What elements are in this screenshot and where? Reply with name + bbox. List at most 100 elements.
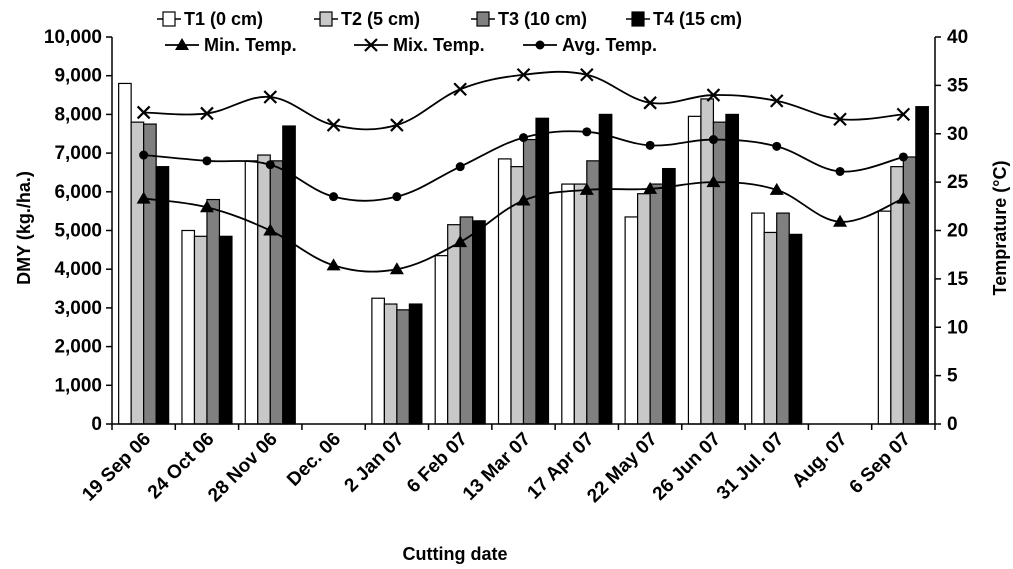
y2-tick-label-4: 20 <box>947 221 968 242</box>
point-1-9 <box>706 175 721 188</box>
point-2-7 <box>580 67 594 82</box>
y2-tick-label-0: 0 <box>947 414 958 435</box>
legend-swatch-4 <box>631 11 645 27</box>
y-tick-label-6: 6,000 <box>54 182 102 203</box>
y2-axis-label: Temprature (°C) <box>990 161 1010 296</box>
y-tick-label-7: 7,000 <box>54 143 102 164</box>
point-1-10 <box>769 182 784 195</box>
bar-1-7 <box>561 183 575 425</box>
x-tick-label-10: 31 Jul. 07 <box>713 429 788 504</box>
point-3-10 <box>772 141 782 151</box>
x-tick-label-3: Dec. 06 <box>283 429 345 491</box>
legend-label-1: T1 (0 cm) <box>184 9 263 29</box>
point-1-5 <box>453 235 468 248</box>
y2-tick-label-7: 35 <box>947 75 969 96</box>
bar-4-1 <box>218 235 233 425</box>
point-2-5 <box>453 82 467 97</box>
legend-swatch-1 <box>162 11 176 27</box>
x-tick-label-2: 28 Nov 06 <box>204 429 282 507</box>
point-3-2 <box>265 160 275 170</box>
line-2 <box>143 70 904 131</box>
bar-1-12 <box>877 210 892 425</box>
legend-line-label-3: Avg. Temp. <box>562 35 657 55</box>
bar-4-4 <box>408 303 423 425</box>
point-3-11 <box>835 166 845 176</box>
point-2-4 <box>390 118 404 132</box>
bar-3-1 <box>206 198 221 425</box>
point-3-1 <box>202 156 212 166</box>
y-tick-label-0: 0 <box>91 414 102 435</box>
legend-marker-2 <box>364 38 378 52</box>
legend-label-3: T3 (10 cm) <box>498 9 587 29</box>
point-3-12 <box>898 152 908 162</box>
y-tick-label-4: 4,000 <box>54 259 102 280</box>
y-tick-label-3: 3,000 <box>54 298 102 319</box>
point-3-6 <box>519 133 528 143</box>
point-1-12 <box>896 191 911 204</box>
point-1-7 <box>579 182 594 195</box>
legend-swatch-3 <box>476 11 490 27</box>
legend-label-4: T4 (15 cm) <box>653 9 742 29</box>
bar-4-8 <box>662 167 676 425</box>
point-3-7 <box>582 127 592 137</box>
temperature-lines <box>136 67 911 275</box>
bar-3-7 <box>586 160 600 425</box>
legend-marker-3 <box>535 40 545 50</box>
bar-1-9 <box>687 115 702 425</box>
x-axis-label: Cutting date <box>403 544 508 564</box>
bars <box>118 82 929 425</box>
point-1-0 <box>136 191 151 204</box>
bar-4-5 <box>472 220 486 425</box>
bar-3-9 <box>712 121 727 425</box>
legend-line-label-1: Min. Temp. <box>204 35 297 55</box>
x-tick-label-6: 13 Mar 07 <box>459 429 535 505</box>
legend-line-label-2: Mix. Temp. <box>393 35 485 55</box>
bar-3-4 <box>396 309 410 425</box>
point-2-8 <box>643 96 657 110</box>
point-1-8 <box>643 181 658 194</box>
bar-4-10 <box>788 233 803 425</box>
x-tick-label-0: 19 Sep 06 <box>78 429 155 506</box>
bar-3-2 <box>269 160 284 425</box>
bar-4-7 <box>598 113 613 425</box>
x-tick-label-11: Aug. 07 <box>788 429 851 492</box>
bar-4-0 <box>155 166 170 425</box>
bar-1-1 <box>181 229 196 425</box>
point-3-3 <box>329 192 339 202</box>
bar-2-5 <box>447 224 461 425</box>
legend-label-2: T2 (5 cm) <box>341 9 420 29</box>
bar-3-8 <box>649 183 664 425</box>
point-1-4 <box>389 262 404 275</box>
point-2-0 <box>136 105 151 120</box>
bar-2-9 <box>700 98 715 425</box>
y-tick-label-9: 9,000 <box>54 66 102 87</box>
bar-4-12 <box>915 106 929 425</box>
y-tick-label-8: 8,000 <box>54 104 102 125</box>
point-3-4 <box>392 192 402 202</box>
legend: T1 (0 cm) T2 (5 cm) T3 (10 cm) T4 (15 cm) Mi… <box>157 9 742 55</box>
point-1-1 <box>199 200 214 213</box>
point-2-6 <box>516 67 531 82</box>
y-tick-label-10: 10,000 <box>44 27 102 48</box>
bar-1-6 <box>497 158 512 425</box>
bar-1-8 <box>624 216 639 425</box>
bar-1-5 <box>434 255 449 425</box>
bar-1-10 <box>751 212 765 425</box>
point-3-5 <box>455 162 465 172</box>
point-2-12 <box>896 107 911 122</box>
y2-tick-label-8: 40 <box>947 27 968 48</box>
bar-2-0 <box>130 121 145 425</box>
point-2-11 <box>833 112 847 127</box>
y2-tick-label-1: 5 <box>947 366 958 387</box>
bar-3-6 <box>522 138 537 425</box>
point-1-11 <box>833 214 848 227</box>
bar-3-0 <box>143 123 157 425</box>
y2-tick-label-5: 25 <box>947 172 969 193</box>
bar-2-2 <box>257 154 271 425</box>
x-tick-label-4: 2 Jan 07 <box>341 429 409 497</box>
bar-1-4 <box>371 297 385 425</box>
bar-4-9 <box>725 113 740 425</box>
bar-1-0 <box>118 82 132 425</box>
bar-3-10 <box>776 212 790 425</box>
